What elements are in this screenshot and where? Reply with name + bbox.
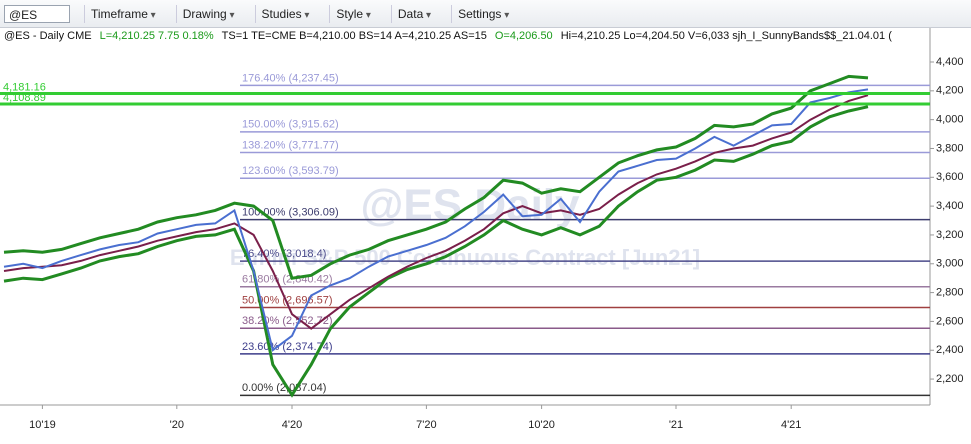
toolbar-button[interactable]: Studies [254, 4, 316, 23]
price-line [3, 105, 869, 398]
fib-label: 38.20% (2,552.72) [242, 315, 333, 327]
y-tick-label: 3,400 [936, 200, 964, 212]
symbol-input[interactable]: @ES [4, 4, 70, 23]
header-item: L=4,210.25 7.75 0.18% [100, 30, 214, 42]
y-tick-label: 2,200 [936, 373, 964, 385]
fib-label: 150.00% (3,915.62) [242, 119, 339, 131]
price-line [3, 94, 869, 330]
x-tick-label: 4'20 [282, 419, 302, 431]
fib-label: 138.20% (3,771.77) [242, 139, 339, 151]
price-line [3, 74, 869, 280]
chart: @ES Daily E-mini S&P 500 Continuous Cont… [0, 28, 964, 431]
x-tick-label: '21 [669, 419, 683, 431]
toolbar: @ES Timeframe Drawing Studies Style Data… [0, 0, 971, 28]
x-tick-label: 10'20 [528, 419, 555, 431]
y-tick-label: 2,400 [936, 344, 964, 356]
x-tick-label: 4'21 [781, 419, 801, 431]
chart-header: @ES - Daily CME L=4,210.25 7.75 0.18% TS=1… [4, 30, 892, 42]
header-item: Hi=4,210.25 Lo=4,204.50 V=6,033 sjh_I_Su… [561, 30, 893, 42]
header-item: O=4,206.50 [495, 30, 553, 42]
hline-label: 4,181.16 [3, 81, 46, 93]
y-tick-label: 2,600 [936, 315, 964, 327]
y-tick-label: 3,200 [936, 229, 964, 241]
watermark-subtitle: E-mini S&P 500 Continuous Contract [Jun2… [230, 245, 700, 270]
y-tick-label: 4,200 [936, 85, 964, 97]
fib-label: 23.60% (2,374.74) [242, 341, 333, 353]
fib-label: 176.40% (4,237.45) [242, 72, 339, 84]
y-tick-label: 4,400 [936, 56, 964, 68]
y-tick-label: 3,600 [936, 171, 964, 183]
x-tick-label: 7'20 [416, 419, 436, 431]
toolbar-button[interactable]: Drawing [175, 4, 241, 23]
toolbar-button[interactable]: Settings [451, 4, 515, 23]
y-tick-label: 2,800 [936, 286, 964, 298]
toolbar-button[interactable]: Timeframe [84, 4, 162, 23]
toolbar-button[interactable]: Data [390, 4, 437, 23]
fib-label: 123.60% (3,593.79) [242, 165, 339, 177]
y-tick-label: 3,800 [936, 142, 964, 154]
y-tick-label: 4,000 [936, 114, 964, 126]
fib-label: 0.00% (2,087.04) [242, 382, 326, 394]
toolbar-button[interactable]: Style [329, 4, 377, 23]
plot-background [0, 28, 930, 405]
y-tick-label: 3,000 [936, 258, 964, 270]
header-item: TS=1 TE=CME B=4,210.00 BS=14 A=4,210.25 … [222, 30, 487, 42]
x-tick-label: 10'19 [29, 419, 56, 431]
x-tick-label: '20 [170, 419, 184, 431]
hline-label: 4,108.89 [3, 92, 46, 104]
price-line [3, 88, 869, 352]
header-item: @ES - Daily CME [4, 30, 92, 42]
